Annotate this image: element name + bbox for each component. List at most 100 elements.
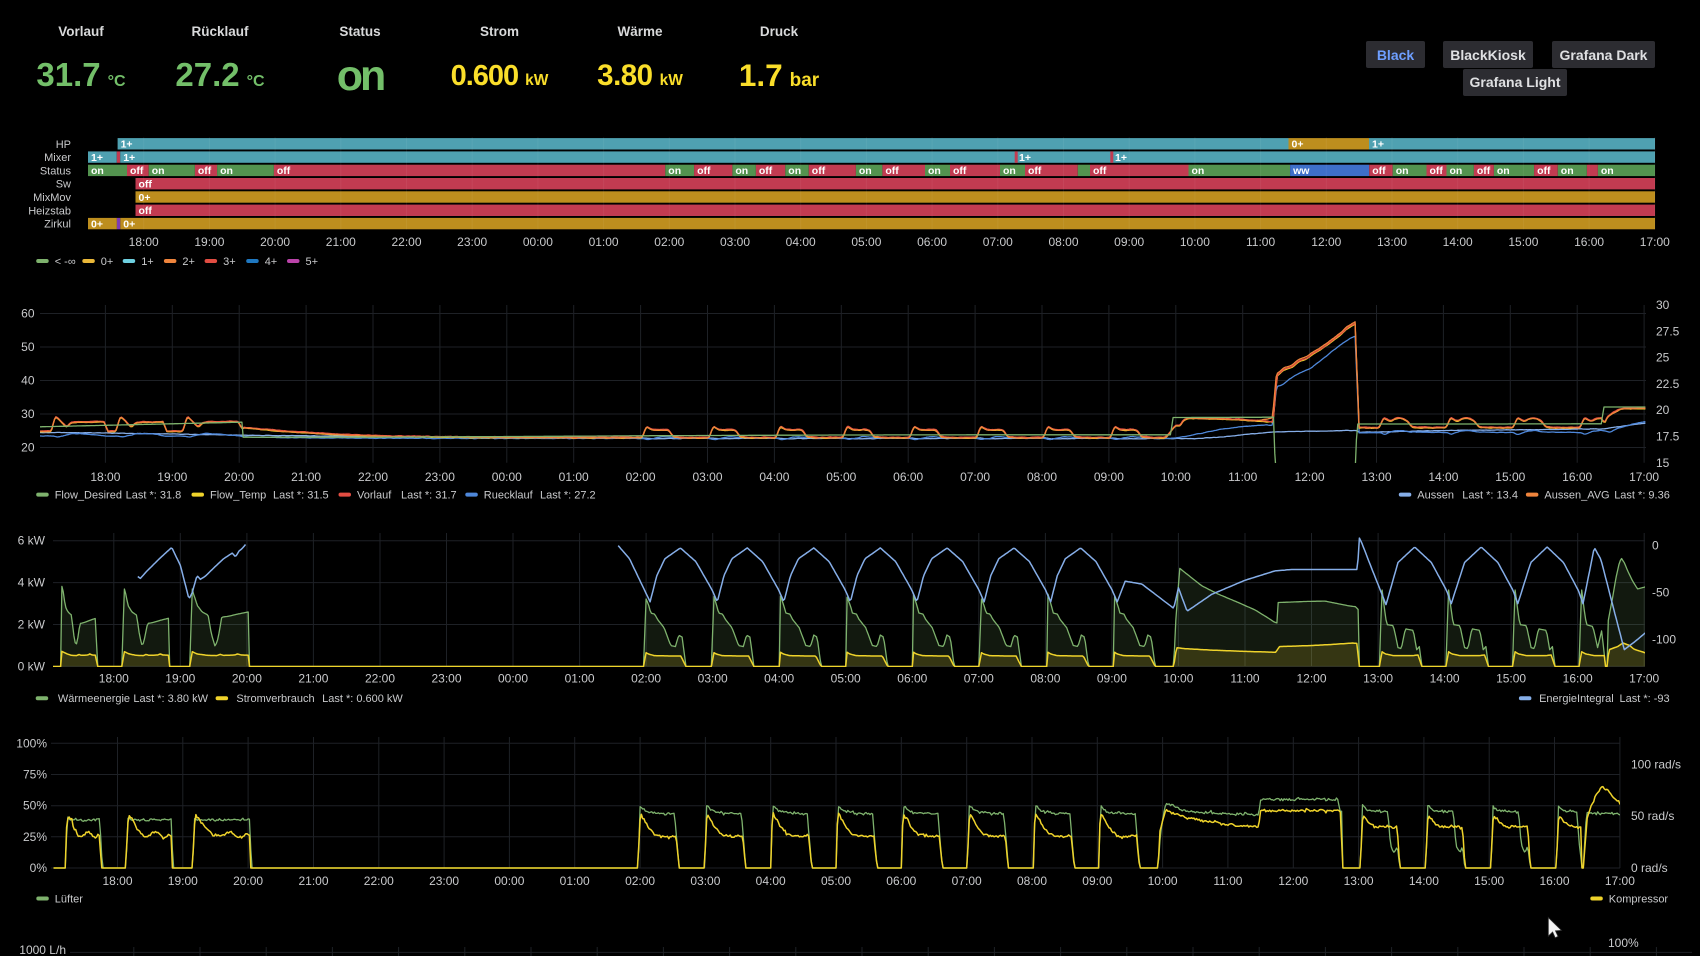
svg-text:07:00: 07:00 (960, 470, 990, 484)
svg-text:22:00: 22:00 (364, 874, 394, 888)
svg-text:05:00: 05:00 (851, 235, 881, 249)
svg-text:12:00: 12:00 (1296, 672, 1326, 686)
svg-text:01:00: 01:00 (565, 672, 595, 686)
svg-text:20:00: 20:00 (233, 874, 263, 888)
svg-text:on: on (1497, 165, 1510, 177)
svg-text:14:00: 14:00 (1430, 672, 1460, 686)
svg-text:04:00: 04:00 (756, 874, 786, 888)
svg-text:06:00: 06:00 (897, 672, 927, 686)
svg-text:03:00: 03:00 (690, 874, 720, 888)
svg-text:11:00: 11:00 (1213, 874, 1242, 888)
svg-text:09:00: 09:00 (1114, 235, 1144, 249)
svg-text:off: off (139, 179, 153, 191)
svg-text:15:00: 15:00 (1508, 235, 1538, 249)
svg-text:18:00: 18:00 (102, 874, 132, 888)
svg-text:1+: 1+ (121, 139, 133, 151)
svg-text:on: on (1561, 165, 1574, 177)
svg-text:06:00: 06:00 (893, 470, 923, 484)
svg-text:18:00: 18:00 (90, 470, 120, 484)
svg-text:22:00: 22:00 (391, 235, 421, 249)
svg-text:17:00: 17:00 (1605, 874, 1635, 888)
svg-text:2 kW: 2 kW (18, 618, 46, 632)
svg-text:21:00: 21:00 (298, 874, 328, 888)
svg-text:Last *: 9.36: Last *: 9.36 (1614, 490, 1670, 502)
svg-text:0+: 0+ (1292, 139, 1304, 151)
svg-text:22.5: 22.5 (1656, 377, 1680, 391)
svg-text:23:00: 23:00 (429, 874, 459, 888)
svg-text:Status: Status (40, 165, 72, 177)
svg-text:14:00: 14:00 (1443, 235, 1473, 249)
svg-text:0+: 0+ (139, 192, 151, 204)
svg-text:Last *: 3.80 kW: Last *: 3.80 kW (133, 693, 208, 705)
svg-text:on: on (220, 165, 233, 177)
svg-text:off: off (1537, 165, 1551, 177)
svg-text:20: 20 (1656, 403, 1670, 417)
svg-text:05:00: 05:00 (826, 470, 856, 484)
svg-text:22:00: 22:00 (358, 470, 388, 484)
svg-text:30: 30 (1656, 298, 1670, 312)
svg-text:25%: 25% (23, 830, 47, 844)
svg-text:Vorlauf: Vorlauf (357, 490, 392, 502)
svg-text:Flow_Temp: Flow_Temp (210, 490, 266, 502)
svg-text:13:00: 13:00 (1363, 672, 1393, 686)
svg-text:50: 50 (21, 340, 35, 354)
svg-text:Mixer: Mixer (44, 152, 71, 164)
svg-text:08:00: 08:00 (1017, 874, 1047, 888)
svg-text:Last *: 31.8: Last *: 31.8 (126, 490, 182, 502)
svg-text:03:00: 03:00 (720, 235, 750, 249)
svg-text:08:00: 08:00 (1030, 672, 1060, 686)
svg-text:on: on (735, 165, 748, 177)
svg-text:10:00: 10:00 (1163, 672, 1193, 686)
svg-text:2+: 2+ (182, 256, 195, 268)
svg-text:13:00: 13:00 (1377, 235, 1407, 249)
svg-text:14:00: 14:00 (1428, 470, 1458, 484)
svg-text:off: off (759, 165, 773, 177)
svg-text:15:00: 15:00 (1495, 470, 1525, 484)
svg-text:15:00: 15:00 (1474, 874, 1504, 888)
svg-text:19:00: 19:00 (168, 874, 198, 888)
svg-text:off: off (1028, 165, 1042, 177)
svg-text:4 kW: 4 kW (18, 576, 46, 590)
svg-text:12:00: 12:00 (1311, 235, 1341, 249)
svg-text:on: on (152, 165, 165, 177)
svg-text:Last *: 31.5: Last *: 31.5 (273, 490, 329, 502)
svg-text:off: off (697, 165, 711, 177)
svg-text:10:00: 10:00 (1180, 235, 1210, 249)
svg-text:75%: 75% (23, 768, 47, 782)
svg-text:23:00: 23:00 (457, 235, 487, 249)
svg-text:00:00: 00:00 (494, 874, 524, 888)
svg-text:20:00: 20:00 (232, 672, 262, 686)
svg-text:02:00: 02:00 (631, 672, 661, 686)
svg-text:09:00: 09:00 (1082, 874, 1112, 888)
svg-text:on: on (928, 165, 941, 177)
svg-text:Lüfter: Lüfter (55, 894, 83, 906)
svg-text:off: off (1477, 165, 1491, 177)
svg-text:Stromverbrauch: Stromverbrauch (236, 693, 314, 705)
svg-text:03:00: 03:00 (692, 470, 722, 484)
svg-text:27.5: 27.5 (1656, 324, 1680, 338)
svg-text:13:00: 13:00 (1344, 874, 1374, 888)
svg-text:18:00: 18:00 (99, 672, 129, 686)
svg-text:23:00: 23:00 (425, 470, 455, 484)
svg-text:21:00: 21:00 (298, 672, 328, 686)
svg-text:Wärmeenergie: Wärmeenergie (58, 693, 130, 705)
svg-text:20: 20 (21, 441, 35, 455)
svg-text:100%: 100% (16, 736, 47, 750)
svg-text:on: on (1396, 165, 1409, 177)
svg-text:21:00: 21:00 (326, 235, 356, 249)
svg-text:off: off (812, 165, 826, 177)
svg-text:ww: ww (1292, 165, 1310, 177)
svg-text:100 rad/s: 100 rad/s (1631, 757, 1681, 771)
svg-text:11:00: 11:00 (1228, 470, 1257, 484)
svg-text:HP: HP (56, 139, 71, 151)
svg-text:1+: 1+ (141, 256, 154, 268)
svg-text:off: off (953, 165, 967, 177)
svg-text:01:00: 01:00 (559, 470, 589, 484)
svg-text:05:00: 05:00 (821, 874, 851, 888)
svg-text:Heizstab: Heizstab (28, 205, 71, 217)
svg-text:02:00: 02:00 (625, 874, 655, 888)
svg-text:16:00: 16:00 (1539, 874, 1569, 888)
svg-text:6 kW: 6 kW (18, 534, 46, 548)
svg-text:5+: 5+ (306, 256, 319, 268)
svg-text:60: 60 (21, 307, 35, 321)
